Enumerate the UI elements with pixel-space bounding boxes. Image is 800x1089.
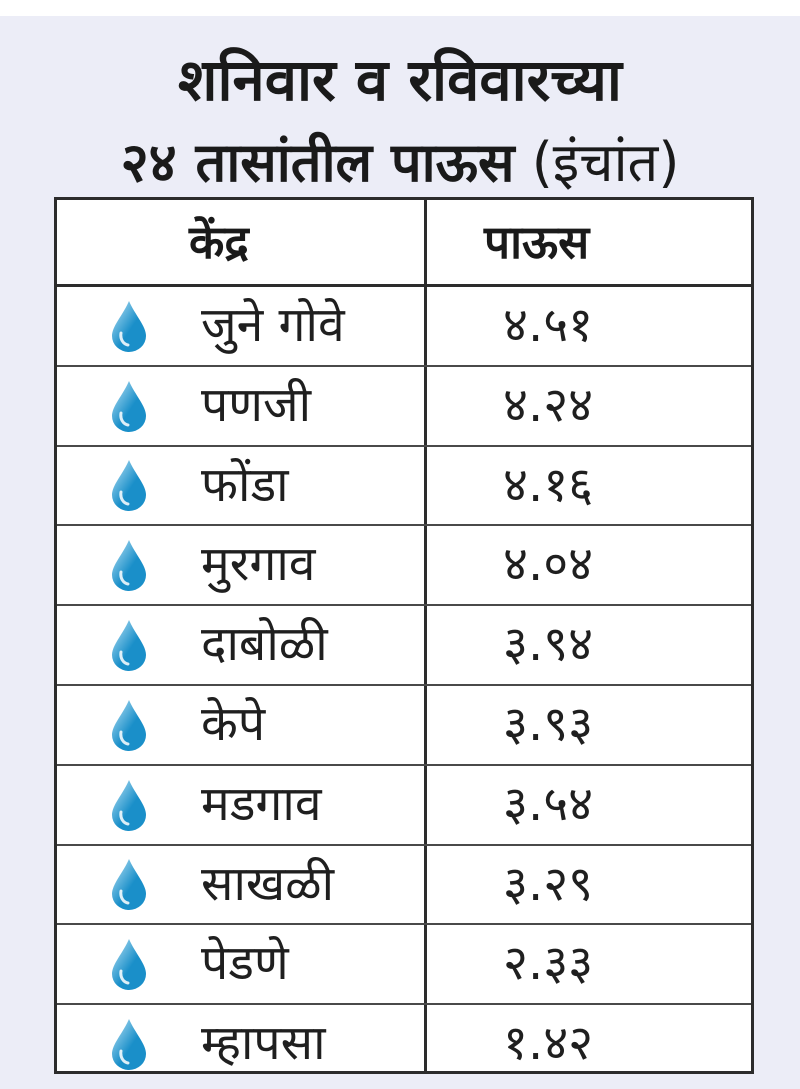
rainfall-value: ३.५४	[503, 775, 594, 832]
table-row: जुने गोवे ४.५१	[57, 287, 751, 367]
table-row: दाबोळी ३.९४	[57, 606, 751, 686]
table-row: केपे ३.९३	[57, 686, 751, 766]
station-name: केपे	[201, 695, 266, 752]
station-name: पणजी	[201, 376, 312, 433]
water-drop-icon	[109, 937, 149, 991]
water-drop-icon	[109, 458, 149, 512]
water-drop-icon	[109, 857, 149, 911]
title-line-2: २४ तासांतील पाऊस (इंचांत)	[0, 128, 800, 198]
rainfall-value: ४.२४	[503, 376, 594, 433]
station-name: मडगाव	[201, 775, 322, 832]
table-row: पणजी ४.२४	[57, 367, 751, 447]
rainfall-value: ३.९४	[503, 616, 594, 673]
table-body: जुने गोवे ४.५१ पणजी ४.२४ फोंडा ४.१६ मुरगाव ४.०४…	[57, 287, 751, 1083]
header-station: केंद्र	[189, 215, 249, 269]
title-line-2-main: २४ तासांतील पाऊस	[120, 131, 515, 194]
rainfall-value: ४.०४	[503, 536, 594, 593]
title-unit: (इंचांत)	[531, 131, 680, 194]
water-drop-icon	[109, 618, 149, 672]
station-name: म्हापसा	[201, 1015, 326, 1072]
title-line-1: शनिवार व रविवारच्या	[178, 46, 622, 114]
water-drop-icon	[109, 299, 149, 353]
rainfall-value: १.४२	[503, 1015, 594, 1072]
rainfall-table: केंद्र पाऊस जुने गोवे ४.५१ पणजी ४.२४ फोंडा ४.…	[54, 197, 754, 1074]
column-divider	[424, 200, 427, 1071]
station-name: साखळी	[201, 855, 335, 912]
table-row: फोंडा ४.१६	[57, 447, 751, 527]
station-name: पेडणे	[201, 935, 289, 992]
water-drop-icon	[109, 698, 149, 752]
station-name: दाबोळी	[201, 616, 328, 673]
table-row: पेडणे २.३३	[57, 925, 751, 1006]
rainfall-value: २.३३	[503, 935, 594, 992]
water-drop-icon	[109, 778, 149, 832]
table-row: साखळी ३.२९	[57, 846, 751, 926]
rainfall-value: ३.९३	[503, 695, 594, 752]
table-header-row: केंद्र पाऊस	[57, 200, 751, 287]
rainfall-value: ४.५१	[503, 297, 594, 353]
station-name: जुने गोवे	[201, 297, 345, 353]
rainfall-value: ३.२९	[503, 855, 594, 912]
rainfall-value: ४.१६	[503, 456, 594, 513]
station-name: फोंडा	[201, 456, 289, 513]
table-row: म्हापसा १.४२	[57, 1005, 751, 1083]
water-drop-icon	[109, 379, 149, 433]
table-row: मुरगाव ४.०४	[57, 526, 751, 607]
table-row: मडगाव ३.५४	[57, 766, 751, 846]
station-name: मुरगाव	[201, 536, 316, 593]
header-rainfall: पाऊस	[484, 215, 590, 269]
water-drop-icon	[109, 538, 149, 592]
water-drop-icon	[109, 1017, 149, 1071]
